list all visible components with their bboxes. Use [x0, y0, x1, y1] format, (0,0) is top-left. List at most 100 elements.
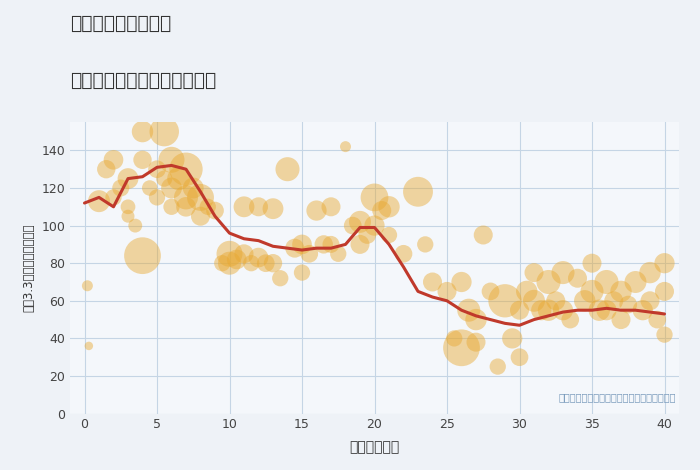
Point — [637, 306, 648, 314]
Point — [499, 297, 510, 305]
Point — [579, 297, 590, 305]
Point — [543, 306, 554, 314]
Point — [188, 184, 199, 192]
Point — [354, 218, 365, 226]
Point — [318, 241, 330, 248]
Point — [115, 184, 126, 192]
Point — [362, 231, 373, 239]
Point — [659, 331, 670, 338]
Point — [224, 259, 235, 267]
Point — [470, 316, 482, 323]
Point — [623, 301, 634, 308]
Point — [485, 288, 496, 295]
Point — [536, 306, 547, 314]
Point — [376, 207, 387, 214]
Point — [326, 241, 337, 248]
Point — [514, 353, 525, 361]
Point — [231, 256, 242, 263]
Y-axis label: 坪（3.3㎡）単価（万円）: 坪（3.3㎡）単価（万円） — [22, 224, 36, 312]
Point — [354, 241, 365, 248]
Point — [347, 222, 358, 229]
Point — [449, 335, 460, 342]
Point — [239, 203, 250, 211]
Point — [83, 342, 94, 350]
Point — [311, 207, 322, 214]
Point — [645, 269, 656, 276]
Point — [492, 363, 503, 370]
Point — [420, 241, 431, 248]
Point — [195, 212, 206, 220]
Point — [659, 288, 670, 295]
Text: 円の大きさは、取引のあった物件面積を示す: 円の大きさは、取引のあった物件面積を示す — [559, 392, 676, 402]
Point — [427, 278, 438, 286]
Point — [224, 250, 235, 258]
Point — [151, 165, 162, 173]
Point — [384, 231, 395, 239]
Point — [267, 205, 279, 212]
Point — [289, 244, 300, 252]
Point — [608, 297, 620, 305]
Point — [195, 194, 206, 201]
Point — [122, 175, 134, 182]
Point — [108, 156, 119, 164]
Point — [282, 165, 293, 173]
Point — [521, 288, 532, 295]
Point — [384, 203, 395, 211]
Point — [304, 250, 315, 258]
Point — [332, 250, 344, 258]
Point — [340, 143, 351, 150]
Point — [557, 306, 568, 314]
Point — [528, 297, 540, 305]
Point — [122, 212, 134, 220]
Point — [514, 306, 525, 314]
Point — [267, 259, 279, 267]
Point — [550, 297, 561, 305]
Point — [470, 338, 482, 346]
Point — [601, 306, 612, 314]
Point — [274, 274, 286, 282]
Point — [587, 288, 598, 295]
Point — [645, 297, 656, 305]
Point — [601, 278, 612, 286]
Point — [659, 259, 670, 267]
Point — [159, 175, 170, 182]
Point — [253, 254, 264, 261]
Point — [543, 278, 554, 286]
Point — [173, 175, 184, 182]
Point — [108, 194, 119, 201]
Point — [246, 259, 257, 267]
Point — [369, 222, 380, 229]
Point — [151, 194, 162, 201]
Point — [82, 282, 93, 290]
Point — [594, 306, 605, 314]
Point — [572, 274, 583, 282]
Point — [326, 203, 337, 211]
Point — [456, 278, 467, 286]
Point — [369, 194, 380, 201]
Point — [615, 316, 626, 323]
Point — [137, 128, 148, 135]
Point — [630, 278, 641, 286]
Text: 築年数別中古マンション価格: 築年数別中古マンション価格 — [70, 70, 216, 89]
Point — [144, 184, 155, 192]
Point — [260, 259, 272, 267]
Point — [181, 194, 192, 201]
Point — [615, 288, 626, 295]
Point — [166, 184, 177, 192]
Point — [137, 156, 148, 164]
Point — [587, 259, 598, 267]
Point — [296, 269, 307, 276]
Point — [159, 128, 170, 135]
Point — [442, 288, 453, 295]
Text: 大阪府三島郡島本町: 大阪府三島郡島本町 — [70, 14, 172, 33]
Point — [398, 250, 409, 258]
Point — [166, 156, 177, 164]
Point — [209, 207, 220, 214]
Point — [557, 269, 568, 276]
Point — [166, 203, 177, 211]
Point — [456, 344, 467, 352]
Point — [463, 306, 475, 314]
Point — [528, 269, 540, 276]
Point — [101, 165, 112, 173]
Point — [412, 188, 423, 196]
